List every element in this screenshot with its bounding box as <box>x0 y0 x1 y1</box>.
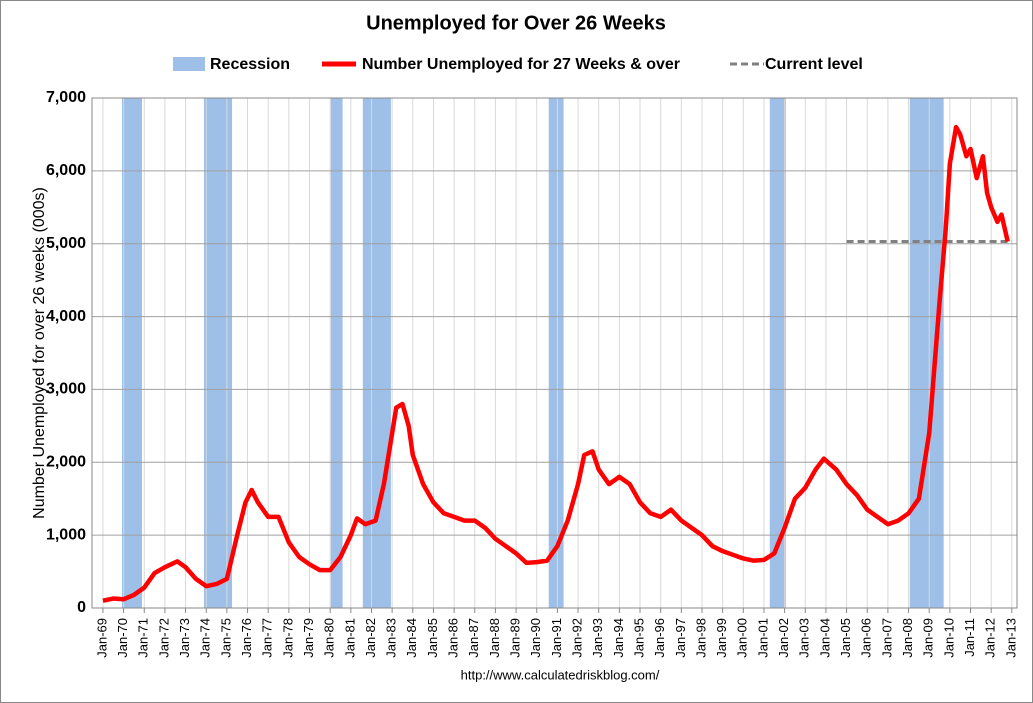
y-axis-label: Number Unemployed for over 26 weeks (000… <box>31 187 48 519</box>
x-tick-label: Jan-89 <box>508 618 523 658</box>
x-tick-label: Jan-87 <box>466 618 481 658</box>
x-tick-label: Jan-80 <box>322 618 337 658</box>
x-tick-label: Jan-88 <box>487 618 502 658</box>
x-tick-label: Jan-78 <box>280 618 295 658</box>
x-tick-label: Jan-04 <box>817 618 832 658</box>
x-tick-label: Jan-83 <box>384 618 399 658</box>
x-tick-label: Jan-93 <box>590 618 605 658</box>
x-tick-label: Jan-03 <box>797 618 812 658</box>
legend-label: Number Unemployed for 27 Weeks & over <box>362 56 680 73</box>
x-tick-label: Jan-97 <box>673 618 688 658</box>
x-tick-label: Jan-10 <box>941 618 956 658</box>
legend-swatch <box>173 57 205 71</box>
legend-label: Current level <box>765 56 863 73</box>
x-tick-label: Jan-12 <box>983 618 998 658</box>
data-line <box>102 124 1010 603</box>
x-tick-label: Jan-84 <box>404 618 419 658</box>
recession-band <box>769 98 786 608</box>
y-tick-label: 1,000 <box>46 526 86 543</box>
recession-band <box>362 98 391 608</box>
x-tick-label: Jan-69 <box>94 618 109 658</box>
x-tick-label: Jan-94 <box>611 618 626 658</box>
y-tick-label: 0 <box>77 599 86 616</box>
x-tick-label: Jan-81 <box>342 618 357 658</box>
x-tick-label: Jan-86 <box>446 618 461 658</box>
x-tick-label: Jan-95 <box>631 618 646 658</box>
x-tick-label: Jan-71 <box>136 618 151 658</box>
x-tick-label: Jan-79 <box>301 618 316 658</box>
recession-band <box>909 98 944 608</box>
chart-title: Unemployed for Over 26 Weeks <box>366 12 666 34</box>
x-tick-label: Jan-02 <box>776 618 791 658</box>
x-tick-label: Jan-00 <box>735 618 750 658</box>
x-tick-label: Jan-08 <box>900 618 915 658</box>
x-tick-label: Jan-07 <box>879 618 894 658</box>
x-tick-label: Jan-91 <box>549 618 564 658</box>
plot-frame <box>91 97 1018 609</box>
legend-label: Recession <box>210 56 290 73</box>
x-tick-label: Jan-96 <box>652 618 667 658</box>
recession-band <box>203 98 233 608</box>
recession-band <box>330 98 343 608</box>
x-tick-label: Jan-98 <box>693 618 708 658</box>
x-tick-label: Jan-92 <box>569 618 584 658</box>
source: http://www.calculatedriskblog.com/ <box>461 667 660 682</box>
x-tick-label: Jan-05 <box>838 618 853 658</box>
x-tick-label: Jan-13 <box>1003 618 1018 658</box>
x-tick-label: Jan-77 <box>260 618 275 658</box>
x-tick-label: Jan-09 <box>921 618 936 658</box>
x-tick-label: Jan-74 <box>198 618 213 658</box>
x-tick-label: Jan-73 <box>177 618 192 658</box>
x-tick-label: Jan-76 <box>239 618 254 658</box>
x-tick-label: Jan-72 <box>156 618 171 658</box>
x-tick-label: Jan-06 <box>859 618 874 658</box>
recession-band <box>548 98 564 608</box>
x-tick-label: Jan-99 <box>714 618 729 658</box>
x-tick-label: Jan-01 <box>755 618 770 658</box>
y-tick-label: 7,000 <box>46 89 86 106</box>
x-tick-label: Jan-11 <box>962 618 977 657</box>
x-tick-label: Jan-82 <box>363 618 378 658</box>
x-tick-label: Jan-75 <box>218 618 233 658</box>
x-tick-label: Jan-90 <box>528 618 543 658</box>
x-tick-label: Jan-85 <box>425 618 440 658</box>
y-tick-label: 2,000 <box>46 454 86 471</box>
recession-band <box>121 98 142 608</box>
y-tick-label: 3,000 <box>46 381 86 398</box>
y-tick-label: 6,000 <box>46 162 86 179</box>
y-tick-label: 5,000 <box>46 235 86 252</box>
y-tick-label: 4,000 <box>46 308 86 325</box>
x-tick-label: Jan-70 <box>115 618 130 658</box>
